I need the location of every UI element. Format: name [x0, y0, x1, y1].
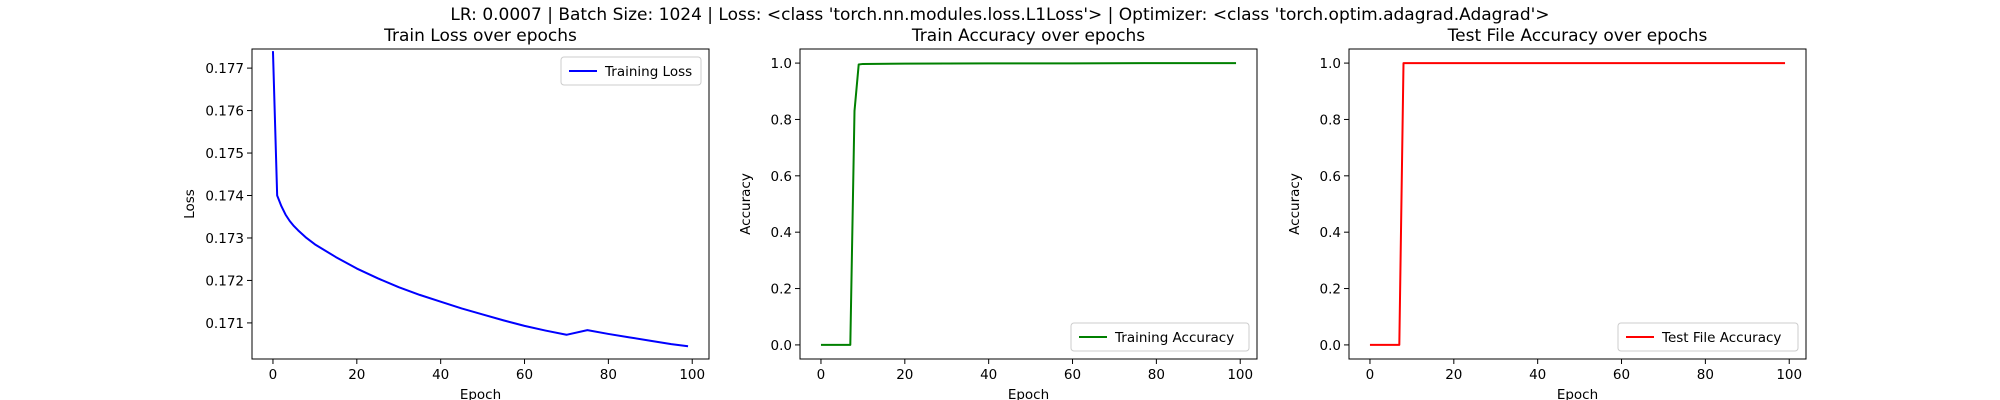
legend-box	[1070, 322, 1250, 352]
x-tick-label: 80	[600, 367, 617, 383]
x-tick-label: 40	[980, 367, 997, 383]
y-axis-label: Loss	[182, 189, 198, 219]
x-axis-label: Epoch	[460, 387, 501, 400]
chart-panel-3: Test File Accuracy over epochs 0 20 40 60 80 1…	[1287, 26, 1807, 400]
x-tick-label: 60	[516, 367, 533, 383]
y-tick-label: 0.0	[1320, 338, 1341, 354]
y-axis-label: Accuracy	[738, 173, 754, 235]
x-tick-label: 20	[1445, 367, 1462, 383]
y-tick-label: 0.2	[771, 282, 792, 298]
legend: Test File Accuracy	[1617, 322, 1799, 352]
legend: Training Loss	[560, 56, 702, 86]
y-tick-label: 0.174	[205, 189, 244, 205]
chart-panel-2: Train Accuracy over epochs 0 20 40 60 80 100 0.…	[738, 26, 1258, 400]
x-tick-label: 80	[1148, 367, 1165, 383]
plot-frame	[251, 48, 710, 360]
y-tick-label: 0.4	[1320, 225, 1341, 241]
legend-label: Training Loss	[604, 64, 692, 80]
y-tick-label: 0.8	[771, 112, 792, 128]
y-tick-label: 0.6	[771, 169, 792, 185]
y-tick-label: 1.0	[1320, 56, 1341, 72]
y-tick-label: 0.177	[205, 61, 244, 77]
y-tick-label: 0.8	[1320, 112, 1341, 128]
plot-frame	[1348, 48, 1807, 360]
y-tick-label: 0.172	[205, 273, 244, 289]
legend-box	[1617, 322, 1799, 352]
y-tick-label: 0.0	[771, 338, 792, 354]
plot-frame	[799, 48, 1258, 360]
chart-title: Train Loss over epochs	[383, 26, 577, 46]
x-tick-label: 60	[1064, 367, 1081, 383]
y-tick-label: 0.4	[771, 225, 792, 241]
x-tick-label: 40	[432, 367, 449, 383]
x-tick-label: 20	[896, 367, 913, 383]
series-line	[271, 51, 689, 348]
legend-label: Test File Accuracy	[1661, 330, 1781, 346]
legend-box	[560, 56, 702, 86]
chart-panel-1: Train Loss over epochs 0 20 40 60 80 100 0.171 0…	[182, 26, 710, 400]
figure-suptitle: LR: 0.0007 | Batch Size: 1024 | Loss: <c…	[450, 5, 1550, 25]
x-tick-label: 100	[1776, 367, 1802, 383]
y-tick-label: 0.176	[205, 104, 244, 120]
y-tick-label: 0.175	[205, 146, 244, 162]
y-axis-label: Accuracy	[1287, 173, 1303, 235]
x-tick-label: 100	[679, 367, 705, 383]
y-tick-label: 0.171	[205, 316, 244, 332]
x-tick-label: 100	[1227, 367, 1253, 383]
series-line	[820, 62, 1237, 346]
y-tick-label: 1.0	[771, 56, 792, 72]
x-tick-label: 0	[269, 367, 278, 383]
x-tick-label: 20	[348, 367, 365, 383]
y-tick-label: 0.173	[205, 231, 244, 247]
x-axis-label: Epoch	[1557, 387, 1598, 400]
chart-title: Train Accuracy over epochs	[911, 26, 1145, 46]
x-axis-label: Epoch	[1008, 387, 1049, 400]
x-tick-label: 60	[1613, 367, 1630, 383]
series-line	[1369, 62, 1786, 346]
x-tick-label: 0	[1366, 367, 1375, 383]
y-tick-label: 0.6	[1320, 169, 1341, 185]
y-tick-label: 0.2	[1320, 282, 1341, 298]
legend: Training Accuracy	[1070, 322, 1250, 352]
x-tick-label: 80	[1697, 367, 1714, 383]
legend-label: Training Accuracy	[1114, 330, 1234, 346]
chart-title: Test File Accuracy over epochs	[1447, 26, 1708, 46]
x-tick-label: 40	[1529, 367, 1546, 383]
x-tick-label: 0	[817, 367, 826, 383]
